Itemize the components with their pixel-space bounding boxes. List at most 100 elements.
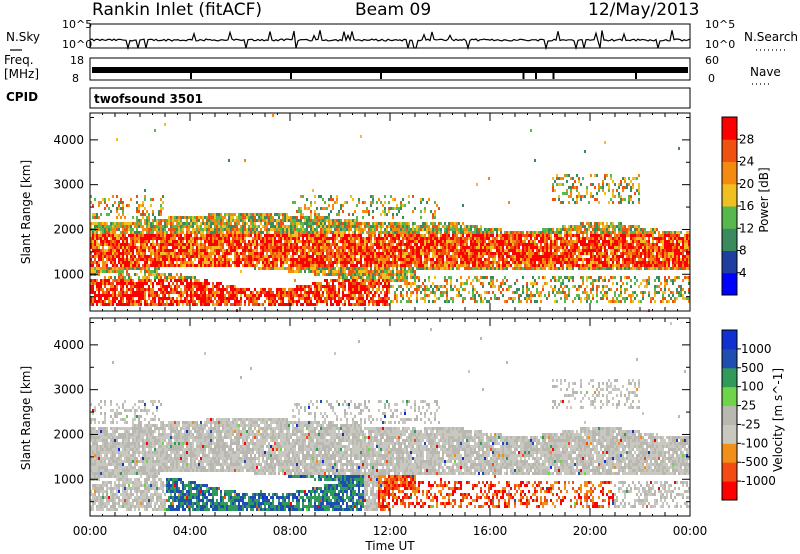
power-cell: [168, 252, 170, 255]
power-cell: [506, 267, 508, 270]
power-cell: [102, 255, 104, 258]
power-cell: [440, 285, 442, 288]
power-cell: [398, 225, 400, 228]
power-cell: [232, 228, 234, 231]
power-cell: [302, 231, 304, 234]
power-cell: [162, 231, 164, 234]
power-cell: [280, 297, 282, 300]
power-cell: [218, 216, 220, 219]
power-cell: [462, 243, 464, 246]
power-cell: [326, 294, 328, 297]
power-cell: [488, 252, 490, 255]
power-cell: [140, 300, 142, 303]
power-cell: [348, 285, 350, 288]
power-cell: [452, 234, 454, 237]
power-cell: [216, 282, 218, 285]
power-cell: [520, 252, 522, 255]
power-cell: [526, 249, 528, 252]
power-cell: [234, 261, 236, 264]
power-cell: [358, 237, 360, 240]
power-cell: [330, 267, 332, 270]
power-cell: [444, 249, 446, 252]
power-cell: [408, 195, 410, 198]
power-cell: [476, 246, 478, 249]
power-cell: [176, 243, 178, 246]
power-cell: [296, 210, 298, 213]
power-cell: [350, 246, 352, 249]
power-cell: [328, 243, 330, 246]
power-cell: [150, 288, 152, 291]
power-cell: [318, 222, 320, 225]
power-cell: [152, 264, 154, 267]
power-cell: [368, 210, 370, 213]
power-cell: [478, 264, 480, 267]
power-cell: [412, 210, 414, 213]
power-cell: [186, 261, 188, 264]
power-cell: [252, 240, 254, 243]
power-cell: [186, 279, 188, 282]
power-cell: [278, 231, 280, 234]
power-cell: [174, 291, 176, 294]
power-cell: [226, 255, 228, 258]
power-cell: [386, 225, 388, 228]
power-cell: [184, 258, 186, 261]
power-cell: [122, 273, 124, 276]
power-cell: [436, 267, 438, 270]
power-cell: [356, 258, 358, 261]
power-cell: [284, 216, 286, 219]
power-cell: [348, 240, 350, 243]
power-cell: [256, 297, 258, 300]
power-cell: [298, 300, 300, 303]
power-cell: [242, 264, 244, 267]
power-cell: [210, 216, 212, 219]
power-cell: [138, 282, 140, 285]
power-cell: [324, 270, 326, 273]
power-cell: [468, 252, 470, 255]
power-cell: [446, 288, 448, 291]
power-cell: [142, 231, 144, 234]
power-cell: [142, 282, 144, 285]
power-cell: [352, 270, 354, 273]
power-cell: [236, 258, 238, 261]
power-cell: [112, 303, 114, 306]
power-cell: [400, 249, 402, 252]
power-cell: [352, 261, 354, 264]
power-cell: [454, 246, 456, 249]
power-cell: [116, 138, 118, 141]
power-cell: [430, 285, 432, 288]
power-cell: [116, 228, 118, 231]
power-cell: [440, 249, 442, 252]
power-cell: [168, 264, 170, 267]
power-cell: [352, 249, 354, 252]
power-cell: [354, 240, 356, 243]
power-cell: [330, 270, 332, 273]
power-cell: [160, 255, 162, 258]
power-cell: [198, 252, 200, 255]
power-cell: [164, 264, 166, 267]
power-cell: [96, 282, 98, 285]
power-cell: [108, 198, 110, 201]
power-cell: [298, 267, 300, 270]
power-cell: [204, 243, 206, 246]
power-cell: [392, 279, 394, 282]
power-cell: [196, 234, 198, 237]
power-cell: [346, 222, 348, 225]
power-cell: [420, 255, 422, 258]
power-cell: [438, 228, 440, 231]
power-cell: [138, 279, 140, 282]
power-cell: [340, 276, 342, 279]
power-cell: [494, 246, 496, 249]
power-cell: [308, 288, 310, 291]
power-cell: [362, 237, 364, 240]
power-cell: [360, 297, 362, 300]
power-cell: [464, 264, 466, 267]
power-cell: [430, 210, 432, 213]
power-cell: [148, 267, 150, 270]
power-cell: [378, 231, 380, 234]
power-cell: [164, 240, 166, 243]
power-cell: [140, 246, 142, 249]
power-cell: [210, 225, 212, 228]
power-cell: [450, 261, 452, 264]
power-cell: [214, 255, 216, 258]
power-cell: [236, 219, 238, 222]
